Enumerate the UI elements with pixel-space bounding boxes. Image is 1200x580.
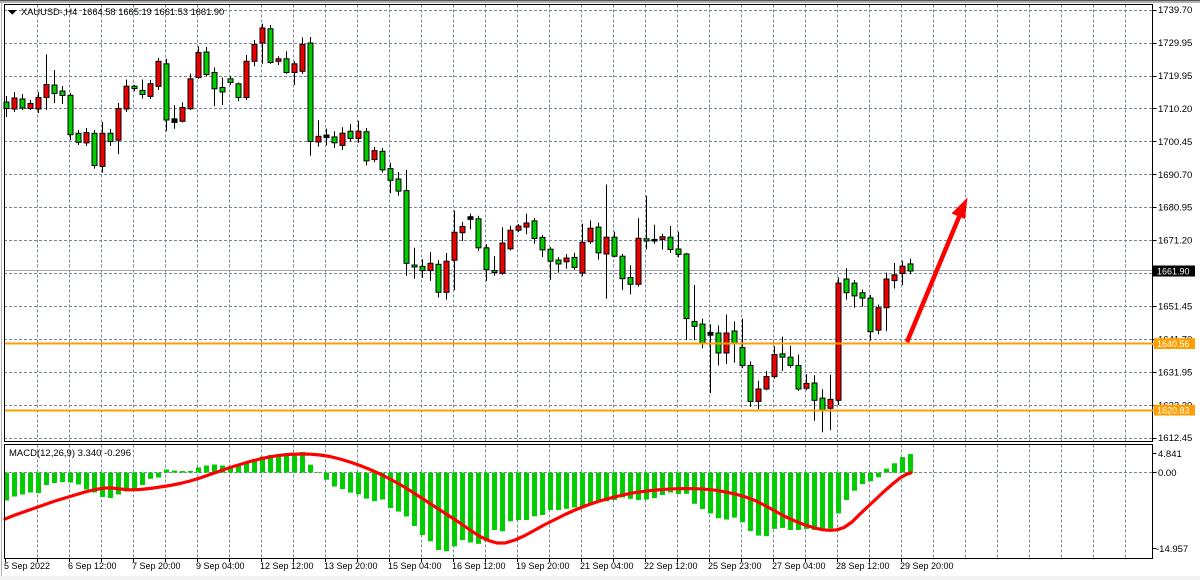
svg-text:25 Sep 23:00: 25 Sep 23:00 — [708, 561, 762, 571]
svg-text:1710.20: 1710.20 — [1158, 104, 1192, 115]
svg-text:XAUUSD-,H4: XAUUSD-,H4 — [21, 7, 77, 17]
svg-text:1640.56: 1640.56 — [1157, 339, 1190, 349]
svg-text:12 Sep 12:00: 12 Sep 12:00 — [260, 561, 314, 571]
svg-text:13 Sep 20:00: 13 Sep 20:00 — [324, 561, 378, 571]
svg-text:5 Sep 2022: 5 Sep 2022 — [4, 561, 50, 571]
svg-text:1651.45: 1651.45 — [1158, 302, 1192, 313]
svg-text:19 Sep 20:00: 19 Sep 20:00 — [516, 561, 570, 571]
svg-text:-14.957: -14.957 — [1156, 544, 1188, 555]
svg-text:15 Sep 04:00: 15 Sep 04:00 — [388, 561, 442, 571]
svg-text:1612.45: 1612.45 — [1158, 433, 1192, 444]
svg-text:1620.83: 1620.83 — [1157, 406, 1190, 416]
svg-text:1680.95: 1680.95 — [1158, 203, 1192, 214]
svg-text:28 Sep 12:00: 28 Sep 12:00 — [836, 561, 890, 571]
svg-text:1690.70: 1690.70 — [1158, 170, 1192, 181]
svg-text:1631.95: 1631.95 — [1158, 367, 1192, 378]
svg-text:1739.70: 1739.70 — [1158, 5, 1192, 16]
svg-text:21 Sep 04:00: 21 Sep 04:00 — [580, 561, 634, 571]
svg-text:1719.95: 1719.95 — [1158, 71, 1192, 82]
svg-text:7 Sep 20:00: 7 Sep 20:00 — [132, 561, 181, 571]
svg-text:1664.58 1665.19 1661.53 1661.9: 1664.58 1665.19 1661.53 1661.90 — [82, 7, 224, 17]
svg-text:29 Sep 20:00: 29 Sep 20:00 — [900, 561, 954, 571]
svg-text:1700.45: 1700.45 — [1158, 137, 1192, 148]
svg-text:1729.95: 1729.95 — [1158, 38, 1192, 49]
svg-text:22 Sep 12:00: 22 Sep 12:00 — [644, 561, 698, 571]
svg-text:1661.90: 1661.90 — [1157, 266, 1190, 276]
svg-text:6 Sep 12:00: 6 Sep 12:00 — [68, 561, 117, 571]
svg-text:9 Sep 04:00: 9 Sep 04:00 — [196, 561, 245, 571]
svg-text:27 Sep 04:00: 27 Sep 04:00 — [772, 561, 826, 571]
svg-text:MACD(12,26,9) 3.340 -0.296: MACD(12,26,9) 3.340 -0.296 — [9, 448, 131, 459]
svg-text:4.841: 4.841 — [1158, 449, 1182, 460]
svg-text:0.00: 0.00 — [1158, 468, 1177, 479]
svg-text:1671.20: 1671.20 — [1158, 236, 1192, 247]
svg-text:16 Sep 12:00: 16 Sep 12:00 — [452, 561, 506, 571]
